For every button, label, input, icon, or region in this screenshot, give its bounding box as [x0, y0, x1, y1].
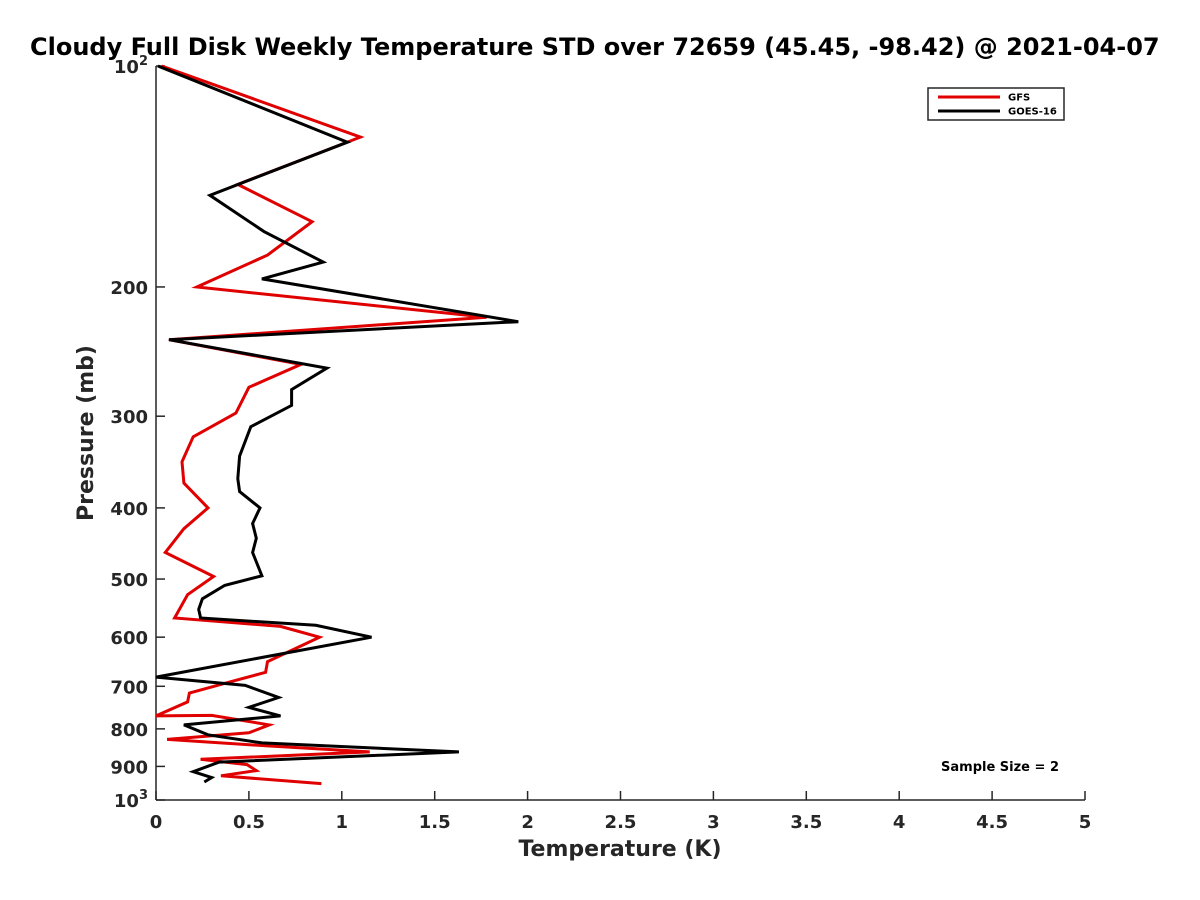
legend-label-gfs: GFS — [1008, 93, 1030, 104]
x-axis-label: Temperature (K) — [518, 837, 721, 862]
y-tick-label: 700 — [110, 677, 148, 698]
y-tick-label: 200 — [110, 278, 148, 299]
sample-size-annotation: Sample Size = 2 — [941, 760, 1059, 775]
x-tick-label: 0.5 — [233, 812, 265, 833]
x-tick-label: 3 — [707, 812, 720, 833]
chart-title: Cloudy Full Disk Weekly Temperature STD … — [30, 33, 1160, 61]
y-tick-label: 103 — [114, 788, 148, 812]
series-line-goes-16 — [155, 64, 519, 784]
series-layer — [155, 64, 519, 786]
x-tick-label: 4.5 — [976, 812, 1008, 833]
x-tick-label: 2.5 — [605, 812, 637, 833]
y-axis-label: Pressure (mb) — [74, 345, 99, 521]
series-line-gfs — [155, 64, 487, 786]
axes: 0 0.5 1 1.5 2 2.5 3 3.5 4 4.5 5 102 200 300 400 500 600 7… — [110, 54, 1091, 833]
y-tick-label: 102 — [114, 54, 148, 78]
x-tick-label: 1.5 — [419, 812, 451, 833]
x-tick-label: 5 — [1079, 812, 1092, 833]
y-tick-label: 400 — [110, 499, 148, 520]
y-tick-label: 800 — [110, 720, 148, 741]
legend-label-goes-16: GOES-16 — [1008, 107, 1057, 118]
x-tick-label: 0 — [150, 812, 163, 833]
x-tick-label: 4 — [893, 812, 906, 833]
x-tick-label: 2 — [521, 812, 534, 833]
y-tick-label: 300 — [110, 407, 148, 428]
legend: GFS GOES-16 — [927, 87, 1065, 121]
x-tick-label: 3.5 — [790, 812, 822, 833]
x-tick-label: 1 — [336, 812, 349, 833]
legend-box — [927, 87, 1065, 121]
y-tick-label: 600 — [110, 628, 148, 649]
y-tick-label: 500 — [110, 570, 148, 591]
y-tick-label: 900 — [110, 757, 148, 778]
